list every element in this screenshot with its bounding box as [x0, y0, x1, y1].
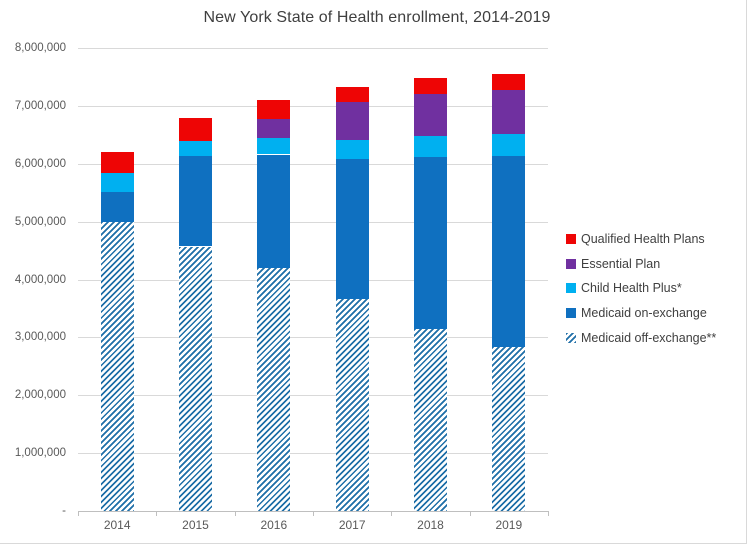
legend-swatch-icon [566, 283, 576, 293]
gridline [78, 163, 548, 165]
legend-label: Medicaid on-exchange [581, 306, 707, 320]
bar-segment-2017-medicaid-off-exchange[interactable] [335, 299, 369, 511]
y-axis-label: 8,000,000 [14, 42, 66, 54]
y-axis-label: 2,000,000 [14, 389, 66, 402]
bar-segment-2014-qualified-health-plans[interactable] [100, 152, 134, 173]
x-axis-tick [156, 511, 158, 516]
x-axis-tick [313, 511, 314, 516]
bar-segment-2016-essential-plan[interactable] [257, 119, 291, 139]
bar-segment-2017-essential-plan[interactable] [335, 102, 369, 140]
gridline [78, 221, 548, 223]
legend-label: Medicaid off-exchange** [581, 331, 717, 345]
bar-segment-2015-medicaid-off-exchange[interactable] [179, 246, 212, 511]
y-axis-label: 7,000,000 [14, 99, 66, 112]
bar-segment-2015-qualified-health-plans[interactable] [179, 117, 212, 141]
x-axis-label: 2019 [495, 518, 523, 532]
gridline [78, 279, 548, 281]
x-axis-label: 2018 [417, 518, 444, 532]
bar-segment-2019-essential-plan[interactable] [492, 89, 526, 135]
bar-segment-2016-qualified-health-plans[interactable] [257, 100, 291, 120]
gridline [78, 395, 548, 397]
x-axis-tick [469, 511, 471, 516]
y-axis-label: - [62, 505, 66, 517]
legend-label: Essential Plan [581, 257, 661, 271]
bar-segment-2014-medicaid-on-exchange[interactable] [100, 192, 134, 222]
bar-segment-2019-qualified-health-plans[interactable] [492, 73, 526, 90]
y-axis-label: 1,000,000 [14, 447, 66, 460]
x-axis-tick [391, 511, 393, 516]
bar-segment-2014-medicaid-off-exchange[interactable] [100, 221, 134, 511]
y-axis-label: 3,000,000 [14, 331, 66, 344]
bar-segment-2018-essential-plan[interactable] [414, 93, 447, 136]
legend-item-qualified-health-plans[interactable]: Qualified Health Plans [566, 232, 705, 246]
bar-segment-2018-medicaid-on-exchange[interactable] [414, 156, 447, 329]
legend-swatch-icon [566, 259, 576, 269]
legend-swatch-icon [566, 234, 576, 244]
x-axis-label: 2015 [182, 518, 209, 532]
bar-segment-2016-medicaid-off-exchange[interactable] [257, 267, 291, 511]
legend-swatch-icon [566, 308, 576, 318]
bar-segment-2019-medicaid-off-exchange[interactable] [492, 347, 526, 511]
legend-item-medicaid-off-exchange[interactable]: Medicaid off-exchange** [566, 331, 716, 345]
bar-segment-2015-medicaid-on-exchange[interactable] [179, 156, 212, 247]
x-axis-tick [548, 511, 549, 516]
x-axis-label: 2016 [260, 518, 288, 532]
bar-segment-2017-qualified-health-plans[interactable] [335, 86, 369, 103]
legend: Qualified Health Plans Essential Plan Chil… [566, 0, 754, 547]
bar-segment-2018-medicaid-off-exchange[interactable] [414, 328, 447, 511]
gridline [78, 48, 548, 49]
legend-item-child-health-plus[interactable]: Child Health Plus* [566, 281, 682, 295]
bar-segment-2017-medicaid-on-exchange[interactable] [335, 159, 369, 300]
legend-label: Child Health Plus* [581, 281, 682, 295]
bar-segment-2019-child-health-plus[interactable] [492, 134, 526, 157]
legend-item-medicaid-on-exchange[interactable]: Medicaid on-exchange [566, 306, 707, 320]
chart-title: New York State of Health enrollment, 201… [203, 9, 551, 26]
bar-segment-2018-qualified-health-plans[interactable] [414, 78, 447, 94]
x-axis-label: 2017 [338, 518, 366, 532]
bar-segment-2018-child-health-plus[interactable] [414, 136, 447, 157]
bar-segment-2017-child-health-plus[interactable] [335, 140, 369, 160]
legend-item-essential-plan[interactable]: Essential Plan [566, 257, 660, 271]
y-axis-label: 4,000,000 [14, 273, 66, 286]
x-axis-tick [234, 511, 236, 516]
gridline [78, 105, 548, 107]
bar-segment-2016-child-health-plus[interactable] [257, 138, 291, 155]
bar-segment-2014-child-health-plus[interactable] [100, 173, 134, 193]
legend-label: Qualified Health Plans [581, 232, 705, 246]
x-axis-label: 2014 [103, 518, 131, 532]
gridline [78, 453, 548, 455]
bar-segment-2015-child-health-plus[interactable] [179, 140, 212, 157]
x-axis-tick [78, 511, 79, 516]
y-axis-label: 6,000,000 [14, 157, 66, 170]
bar-segment-2019-medicaid-on-exchange[interactable] [492, 156, 526, 348]
gridline [78, 337, 548, 339]
legend-swatch-icon [566, 333, 576, 343]
bar-segment-2016-medicaid-on-exchange[interactable] [257, 154, 291, 268]
y-axis-label: 5,000,000 [14, 215, 66, 228]
